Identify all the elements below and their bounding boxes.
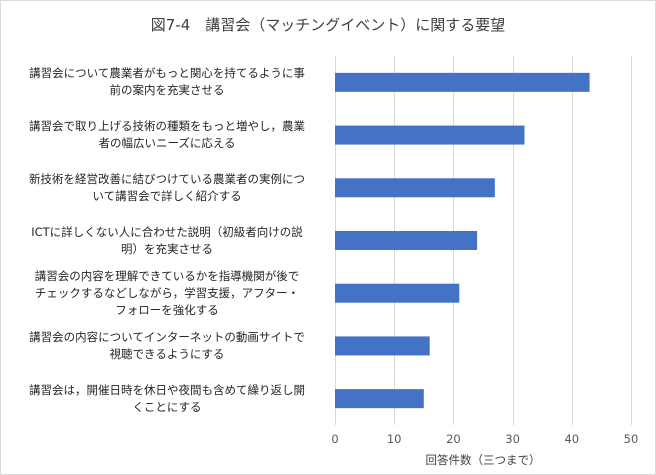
category-label-2: 新技術を経営改善に結びつけている農業者の実例につ いて講習会で詳しく紹介する bbox=[8, 171, 326, 205]
category-label-2-line-1: いて講習会で詳しく紹介する bbox=[92, 188, 242, 203]
chart-title: 図7-4 講習会（マッチングイベント）に関する要望 bbox=[150, 16, 506, 34]
x-tick-label-2: 20 bbox=[446, 432, 461, 446]
category-label-5-line-0: 講習会の内容についてインターネットの動画サイトで bbox=[29, 329, 305, 344]
bar-3 bbox=[335, 231, 478, 250]
bar-5 bbox=[335, 336, 430, 356]
category-label-3: ICTに詳しくない人に合わせた説明（初級者向けの説 明）を充実させる bbox=[8, 224, 326, 258]
category-label-5-line-1: 視聴できるようにする bbox=[109, 346, 225, 361]
category-label-5: 講習会の内容についてインターネットの動画サイトで 視聴できるようにする bbox=[8, 329, 326, 363]
category-label-4-line-0: 講習会の内容を理解できているかを指導機関が後で bbox=[34, 268, 300, 283]
bar-4 bbox=[335, 283, 460, 303]
category-label-4-line-1: チェックするなどしながら，学習支援，アフター・ bbox=[34, 285, 300, 300]
x-tick-label-4: 40 bbox=[564, 432, 580, 446]
bar-6 bbox=[335, 389, 424, 409]
bar-0 bbox=[335, 72, 590, 92]
category-label-0-line-0: 講習会について農業者がもっと関心を持てるように事 bbox=[29, 66, 305, 81]
bar-2 bbox=[335, 178, 495, 198]
category-label-1-line-1: 者の幅広いニーズに応える bbox=[98, 136, 236, 151]
x-axis-label: 回答件数（三つまで） bbox=[425, 453, 541, 467]
category-label-0: 講習会について農業者がもっと関心を持てるように事 前の案内を充実させる bbox=[8, 65, 326, 99]
x-tick-label-0: 0 bbox=[331, 432, 339, 446]
x-tick-label-1: 10 bbox=[386, 432, 402, 446]
x-tick-label-3: 30 bbox=[505, 432, 520, 446]
category-label-1: 講習会で取り上げる技術の種類をもっと増やし，農業 者の幅広いニーズに応える bbox=[8, 118, 326, 152]
category-label-3-line-1: 明）を充実させる bbox=[121, 241, 213, 256]
category-label-6-line-1: くことにする bbox=[132, 399, 202, 414]
category-label-3-line-0: ICTに詳しくない人に合わせた説明（初級者向けの説 bbox=[31, 224, 303, 239]
category-label-4: 講習会の内容を理解できているかを指導機関が後で チェックするなどしながら，学習支援… bbox=[8, 268, 326, 319]
category-label-4-line-2: フォローを強化する bbox=[115, 302, 219, 317]
category-label-0-line-1: 前の案内を充実させる bbox=[109, 83, 225, 98]
category-label-6: 講習会は，開催日時を休日や夜間も含めて繰り返し開 くことにする bbox=[8, 382, 326, 416]
category-label-1-line-0: 講習会で取り上げる技術の種類をもっと増やし，農業 bbox=[29, 119, 305, 134]
x-tick-label-5: 50 bbox=[623, 432, 639, 446]
category-label-2-line-0: 新技術を経営改善に結びつけている農業者の実例につ bbox=[29, 171, 305, 186]
category-label-6-line-0: 講習会は，開催日時を休日や夜間も含めて繰り返し開 bbox=[29, 382, 305, 397]
bar-1 bbox=[335, 125, 525, 145]
